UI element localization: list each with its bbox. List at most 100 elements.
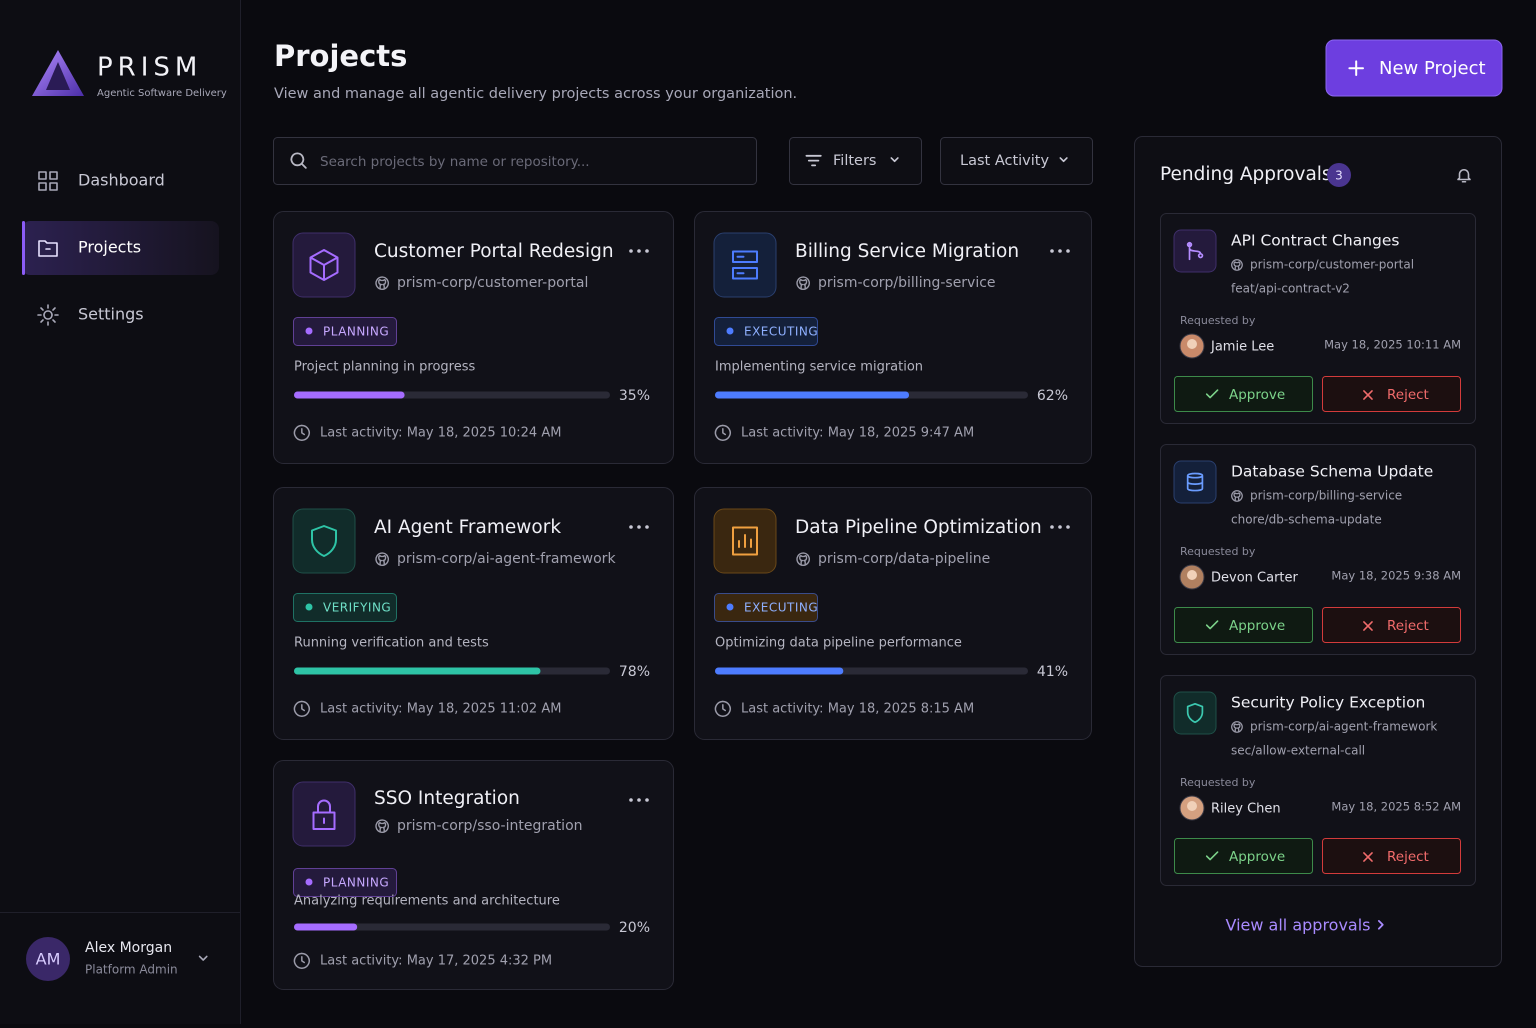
project-icon (309, 249, 339, 281)
more-dot (1058, 525, 1062, 529)
status-dot (305, 603, 313, 611)
status-badge (293, 593, 397, 622)
approval-branch: chore/db-schema-update (1231, 513, 1382, 527)
chevron-right (1377, 920, 1384, 930)
clock-icon (293, 700, 310, 717)
approve-button[interactable] (1174, 838, 1313, 874)
request-date: May 18, 2025 10:11 AM (1324, 338, 1461, 352)
more-dot (1066, 525, 1070, 529)
check-icon (1205, 620, 1219, 630)
project-card[interactable] (694, 211, 1092, 464)
nav-item[interactable]: Projects (78, 238, 141, 257)
progress-fill (715, 391, 910, 399)
status-badge (293, 868, 397, 897)
search-placeholder: Search projects by name or repository... (320, 154, 590, 170)
request-date: May 18, 2025 9:38 AM (1331, 569, 1461, 583)
reject-button[interactable] (1322, 607, 1461, 643)
progress-label: 20% (619, 920, 650, 936)
approval-icon (1186, 241, 1204, 261)
approvals-title: Pending Approvals (1160, 164, 1332, 185)
sort-button[interactable] (940, 137, 1093, 185)
github-icon (1231, 259, 1243, 271)
status-label: PLANNING (323, 325, 389, 339)
status-dot (305, 878, 313, 886)
filters-label: Filters (833, 153, 876, 169)
nav-icon (38, 171, 58, 191)
project-name: Billing Service Migration (795, 241, 1019, 262)
project-card[interactable] (694, 487, 1092, 740)
github-icon (796, 276, 810, 290)
approve-button[interactable] (1174, 607, 1313, 643)
project-repo: prism-corp/billing-service (818, 275, 996, 291)
chevron (1059, 157, 1068, 163)
project-description: Optimizing data pipeline performance (715, 636, 962, 651)
project-name: Data Pipeline Optimization (795, 517, 1042, 538)
more-dot (645, 249, 649, 253)
nav-item[interactable]: Dashboard (78, 171, 165, 190)
last-activity: Last activity: May 18, 2025 10:24 AM (320, 426, 561, 441)
view-all-link[interactable]: View all approvals (1225, 916, 1370, 935)
approval-repo: prism-corp/ai-agent-framework (1250, 720, 1437, 734)
requester-name: Devon Carter (1211, 571, 1299, 586)
project-repo: prism-corp/customer-portal (397, 275, 588, 291)
project-name: AI Agent Framework (374, 517, 561, 538)
new-project-button[interactable] (1325, 39, 1503, 97)
page-title: Projects (274, 39, 407, 73)
request-date: May 18, 2025 8:52 AM (1331, 800, 1461, 814)
approvals-count-badge (1327, 163, 1351, 187)
brand-name: PRISM (97, 53, 202, 83)
progress-track (294, 923, 610, 931)
more-dot (637, 249, 641, 253)
filter-icon (805, 154, 822, 167)
reject-button[interactable] (1322, 838, 1461, 874)
approval-branch: sec/allow-external-call (1231, 744, 1365, 758)
approval-repo: prism-corp/billing-service (1250, 489, 1402, 503)
project-description: Running verification and tests (294, 636, 489, 651)
nav-item[interactable]: Settings (78, 305, 144, 324)
reject-label: Reject (1387, 618, 1429, 634)
project-card[interactable] (273, 211, 674, 464)
project-repo: prism-corp/data-pipeline (818, 551, 990, 567)
search-box[interactable] (273, 137, 757, 185)
user-avatar (26, 937, 70, 981)
clock-icon (714, 700, 731, 717)
more-dot (637, 525, 641, 529)
nav-active-bar (22, 221, 25, 275)
status-dot (305, 327, 313, 335)
requester-avatar-face (1187, 339, 1197, 349)
status-dot (726, 603, 734, 611)
reject-label: Reject (1387, 387, 1429, 403)
project-card[interactable] (273, 760, 674, 990)
last-activity: Last activity: May 18, 2025 9:47 AM (741, 426, 974, 441)
user-menu (198, 955, 208, 961)
clock-icon (293, 424, 310, 441)
project-name: Customer Portal Redesign (374, 241, 614, 262)
more-dot (629, 798, 633, 802)
more-dot (645, 525, 649, 529)
status-badge (293, 317, 397, 346)
approve-label: Approve (1229, 618, 1285, 634)
status-dot (726, 327, 734, 335)
github-icon (1231, 490, 1243, 502)
progress-label: 62% (1037, 388, 1068, 404)
x-icon (1363, 621, 1373, 631)
approval-title: API Contract Changes (1231, 232, 1399, 250)
more-dot (1050, 249, 1054, 253)
filters-button[interactable] (789, 137, 922, 185)
reject-button[interactable] (1322, 376, 1461, 412)
new-project-label: New Project (1379, 58, 1486, 79)
more-dot (1058, 249, 1062, 253)
approve-button[interactable] (1174, 376, 1313, 412)
status-label: PLANNING (323, 876, 389, 890)
last-activity: Last activity: May 18, 2025 11:02 AM (320, 702, 561, 717)
project-card[interactable] (273, 487, 674, 740)
project-icon (732, 526, 758, 556)
clock-icon (714, 424, 731, 441)
approval-icon-box (1173, 460, 1217, 504)
requester-avatar-face (1187, 801, 1197, 811)
more-dot (645, 798, 649, 802)
last-activity: Last activity: May 18, 2025 8:15 AM (741, 702, 974, 717)
page-subtitle: View and manage all agentic delivery pro… (274, 86, 797, 102)
approval-icon (1186, 472, 1204, 492)
requester-avatar-face (1187, 570, 1197, 580)
